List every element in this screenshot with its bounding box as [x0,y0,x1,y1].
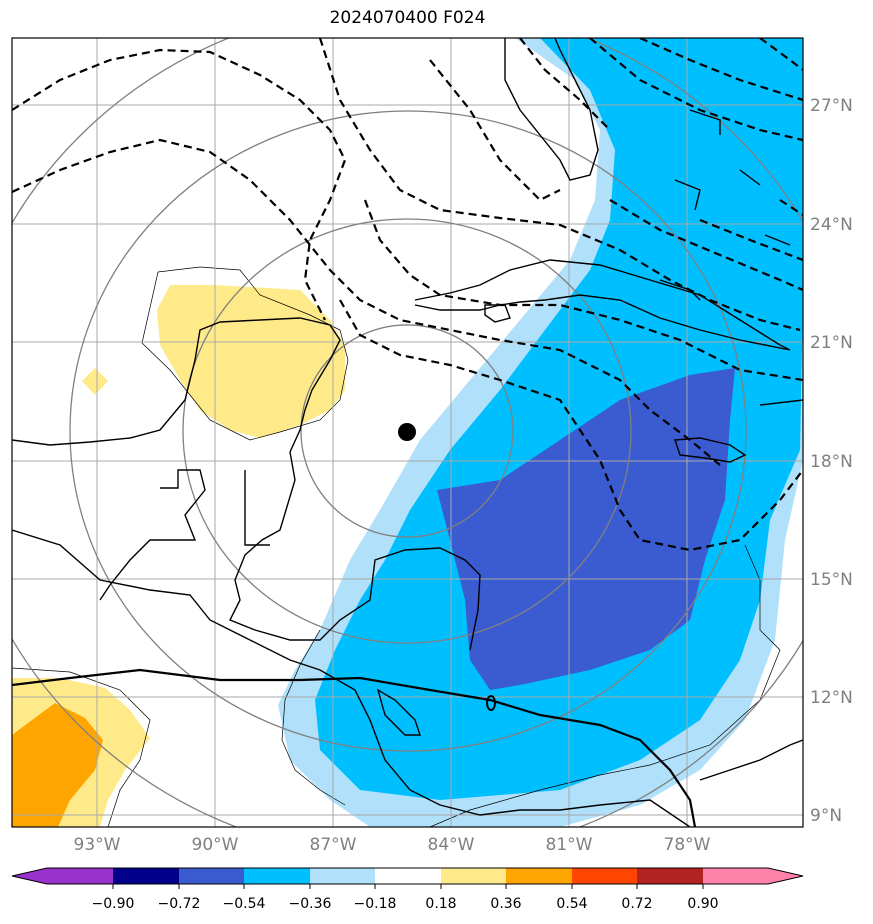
latitude-labels: 27°N 24°N 21°N 18°N 15°N 12°N 9°N [810,96,853,826]
colorbar-tick-label: 0.36 [490,896,521,912]
jamaica-coast [674,437,747,463]
storm-center-marker [398,423,416,441]
colorbar-tick-label: 0.90 [687,896,718,912]
range-rings [12,38,803,827]
lon-label-93w: 93°W [74,835,121,855]
colorbar-segment-5 [375,868,441,884]
colorbar-tick-label: −0.72 [158,896,201,912]
nicaragua-lake [376,688,421,736]
graticule [12,38,803,827]
hispaniola-coast [759,399,803,406]
dashed-contour-1 [12,48,347,321]
dashed-contour-2 [12,138,721,466]
dashed-contours [12,38,803,552]
colorbar-tick-label: −0.54 [223,896,266,912]
colorbar-extend-left [12,868,113,884]
lat-label-21n: 21°N [810,333,853,353]
map-area [12,38,803,827]
colorbar-segment-7 [506,868,572,884]
colorbar-tick-label: −0.90 [92,896,135,912]
dashed-contour-6 [429,59,561,202]
central-america-caribbean-coast [229,451,481,651]
lat-label-15n: 15°N [810,570,853,590]
colorbar-segment-8 [572,868,637,884]
lat-label-18n: 18°N [810,452,853,472]
colorbar-tick-label: 0.54 [556,896,587,912]
dashed-contour-11 [609,199,803,292]
colorbar-ticks [112,884,704,889]
dashed-contour-4 [339,299,803,552]
colorbar-tick-label: −0.36 [289,896,332,912]
dashed-contour-8 [639,38,803,102]
lon-label-78w: 78°W [664,835,711,855]
lon-label-90w: 90°W [192,835,239,855]
dashed-contour-5 [363,199,803,382]
range-ring-1 [300,324,514,538]
solid-contour-small-loop [486,695,497,711]
belize-border [244,470,270,546]
anomaly-outline-east [429,544,781,827]
lat-label-27n: 27°N [810,96,853,116]
coastlines [12,38,803,827]
range-ring-4 [12,38,803,827]
colorbar-tick-label: 0.72 [621,896,652,912]
anomaly-outline-pacific [12,667,151,827]
belize-guatemala-border [99,469,206,601]
dashed-contour-12 [699,218,803,262]
colorbar: −0.90 −0.72 −0.54 −0.36 −0.18 0.18 0.36 … [11,867,804,912]
lat-label-24n: 24°N [810,215,853,235]
lat-label-12n: 12°N [810,688,853,708]
lon-label-87w: 87°W [310,835,357,855]
range-ring-2 [182,218,632,644]
colorbar-outline [11,867,804,885]
colorbar-segment-9 [637,868,703,884]
colorbar-segment-4 [310,868,375,884]
bahamas-4 [764,234,791,246]
map-frame [11,37,804,828]
plot-title: 2024070400 F024 [329,8,486,28]
colorbar-segment-3 [244,868,310,884]
anomaly-fill-yellow-yucatan [157,285,345,438]
lon-label-81w: 81°W [546,835,593,855]
solid-contour [12,668,697,827]
anomaly-fill-royal-blue [437,368,735,690]
bahamas-3 [739,169,761,186]
longitude-labels: 93°W 90°W 87°W 84°W 81°W 78°W [74,835,711,855]
colorbar-tick-label: −0.18 [354,896,397,912]
dashed-contour-7 [589,38,803,142]
anomaly-fill-yellow-spot [82,368,108,395]
pacific-coast [12,529,691,827]
south-america-coast [699,739,803,781]
dashed-contour-10 [519,38,611,131]
florida-coast [504,38,599,181]
range-ring-3 [69,110,747,752]
dashed-contour-13 [779,199,803,216]
gulf-coast [12,317,341,453]
bahamas-1 [689,109,721,135]
colorbar-segment-2 [179,868,244,884]
colorbar-extend-right [703,868,803,884]
colorbar-segment-6 [441,868,506,884]
lat-label-9n: 9°N [810,806,842,826]
anomaly-outline-yucatan [141,266,349,441]
bahamas-2 [674,179,701,211]
lon-label-84w: 84°W [428,835,475,855]
colorbar-segment-1 [113,868,179,884]
colorbar-tick-label: 0.18 [425,896,456,912]
anomaly-fill-orange-pacific [12,703,103,827]
cuba-coast [414,259,791,351]
anomaly-outline-west [281,629,346,806]
